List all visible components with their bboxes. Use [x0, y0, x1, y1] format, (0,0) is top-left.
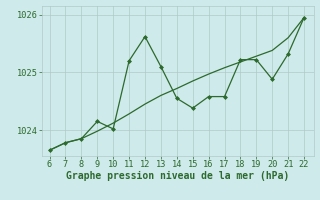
X-axis label: Graphe pression niveau de la mer (hPa): Graphe pression niveau de la mer (hPa) — [66, 171, 289, 181]
